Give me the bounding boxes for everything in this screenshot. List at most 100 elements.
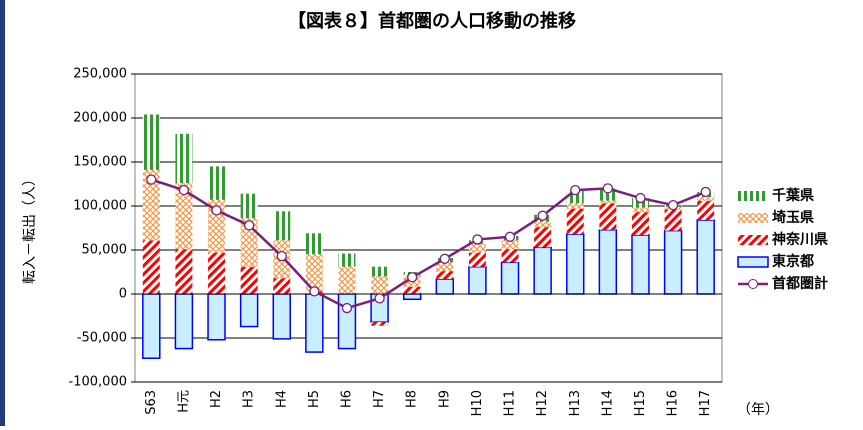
x-tick-label: H17 <box>698 390 713 416</box>
y-tick-label: 0 <box>119 287 127 302</box>
total-line <box>150 178 707 310</box>
left-border <box>0 0 5 426</box>
y-tick-label: 150,000 <box>73 155 127 170</box>
legend-label: 千葉県 <box>772 187 814 204</box>
bar <box>337 293 357 350</box>
x-tick-label: H15 <box>633 390 648 416</box>
y-tick-label: -100,000 <box>69 375 127 390</box>
marker <box>570 185 581 196</box>
marker <box>537 210 548 221</box>
bar <box>371 322 389 326</box>
x-tick-label: H9 <box>437 390 452 408</box>
x-tick-label: H3 <box>242 390 257 408</box>
bar <box>534 227 552 248</box>
bar <box>566 208 584 235</box>
bar <box>175 133 193 184</box>
bar <box>598 229 618 295</box>
bar <box>501 249 519 263</box>
bar <box>566 203 584 209</box>
bar <box>468 265 487 295</box>
bar <box>631 207 649 213</box>
x-tick-label: H10 <box>470 390 485 416</box>
bar <box>501 240 519 250</box>
bar <box>599 203 617 230</box>
x-tick-label: H4 <box>274 390 289 408</box>
bar <box>663 229 683 295</box>
y-tick-label: 100,000 <box>73 199 127 214</box>
legend-marker <box>748 279 758 289</box>
legend-swatch <box>738 191 768 201</box>
bar <box>142 169 160 241</box>
bar <box>599 200 617 204</box>
marker <box>309 286 320 297</box>
bar <box>696 219 715 295</box>
legend-label: 首都圏計 <box>772 275 828 292</box>
bar <box>371 276 389 294</box>
x-tick-label: H7 <box>372 390 387 408</box>
x-tick-label: H6 <box>339 390 354 408</box>
bar <box>500 261 520 295</box>
legend-swatch <box>737 256 769 268</box>
marker <box>146 174 157 185</box>
bar <box>435 278 455 295</box>
bar <box>468 243 486 253</box>
bar <box>534 221 552 228</box>
bar <box>239 293 259 328</box>
x-tick-label: H元 <box>176 390 191 413</box>
chart-title: 【図表８】首都圏の人口移動の推移 <box>288 10 576 32</box>
legend-label: 埼玉県 <box>772 209 814 226</box>
bar <box>240 266 258 294</box>
bar <box>208 252 226 294</box>
bar <box>142 293 161 359</box>
x-tick-label: H14 <box>600 390 615 416</box>
marker <box>635 192 646 204</box>
marker <box>472 234 483 245</box>
bar <box>207 293 226 341</box>
y-tick-label: 200,000 <box>73 111 127 126</box>
bar <box>273 211 291 241</box>
x-tick-label: H13 <box>568 390 583 416</box>
bar <box>338 253 356 267</box>
x-tick-label: H8 <box>405 390 420 408</box>
bar <box>697 197 715 201</box>
x-tick-label: H11 <box>503 390 518 416</box>
legend-swatch <box>738 213 768 223</box>
bar <box>599 188 617 201</box>
marker <box>243 220 255 231</box>
bar <box>305 233 323 255</box>
marker <box>374 293 385 304</box>
bar <box>338 266 356 294</box>
y-axis-label: 転入－転出（人） <box>22 172 38 284</box>
x-tick-label: S63 <box>144 390 159 415</box>
bar <box>403 286 421 294</box>
marker <box>439 253 450 264</box>
bar <box>272 293 291 340</box>
bar <box>240 193 258 219</box>
marker <box>341 302 353 314</box>
marker <box>407 272 418 283</box>
marker <box>602 183 614 194</box>
bar <box>664 209 682 231</box>
y-tick-label: -50,000 <box>77 331 127 346</box>
legend-label: 東京都 <box>772 253 814 270</box>
legend-swatch <box>738 235 768 245</box>
plot-area <box>134 73 723 383</box>
x-axis-label: （年） <box>737 402 779 418</box>
bar <box>175 183 193 250</box>
bar <box>305 254 323 292</box>
x-tick-label: H2 <box>209 390 224 408</box>
legend-label: 神奈川県 <box>772 231 828 248</box>
y-tick-label: 250,000 <box>73 67 127 82</box>
bar <box>436 262 454 272</box>
bar <box>142 240 160 294</box>
bar <box>175 249 193 294</box>
y-tick-label: 50,000 <box>82 243 128 258</box>
marker <box>276 251 287 262</box>
marker <box>504 231 516 242</box>
bar <box>631 212 649 236</box>
bar <box>174 293 194 350</box>
bar <box>142 114 160 170</box>
x-tick-label: H16 <box>666 390 681 416</box>
bar <box>371 266 389 277</box>
